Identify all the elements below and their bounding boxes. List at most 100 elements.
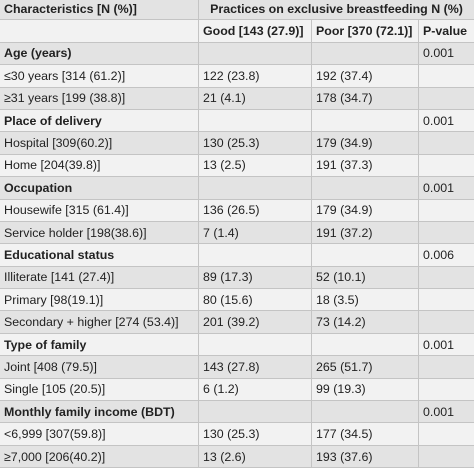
row-label: <6,999 [307(59.8)] xyxy=(0,422,199,446)
pvalue-cell xyxy=(418,444,474,469)
good-cell: 7 (1.4) xyxy=(198,220,312,245)
row-label: Occupation xyxy=(0,176,199,200)
poor-cell xyxy=(311,243,419,267)
poor-cell: 18 (3.5) xyxy=(311,288,419,312)
pvalue-cell: 0.001 xyxy=(418,400,474,424)
good-cell xyxy=(198,41,312,66)
table-row: Service holder [198(38.6)] 7 (1.4) 191 (37… xyxy=(0,220,474,245)
row-label: Monthly family income (BDT) xyxy=(0,400,199,424)
table-row: Secondary + higher [274 (53.4)] 201 (39.2… xyxy=(0,310,474,334)
table-row: ≤30 years [314 (61.2)] 122 (23.8) 192 (37.… xyxy=(0,64,474,88)
section-row: Place of delivery 0.001 xyxy=(0,108,474,133)
table-row: Home [204(39.8)] 13 (2.5) 191 (37.3) xyxy=(0,153,474,178)
poor-cell: 191 (37.3) xyxy=(311,153,419,178)
poor-cell: 179 (34.9) xyxy=(311,198,419,222)
good-cell: 13 (2.6) xyxy=(198,444,312,469)
section-row: Monthly family income (BDT) 0.001 xyxy=(0,400,474,424)
good-cell xyxy=(198,108,312,133)
row-label: Secondary + higher [274 (53.4)] xyxy=(0,310,199,334)
pvalue-cell xyxy=(418,220,474,245)
pvalue-cell xyxy=(418,355,474,379)
good-cell: 89 (17.3) xyxy=(198,265,312,290)
good-cell xyxy=(198,176,312,200)
poor-cell: 178 (34.7) xyxy=(311,86,419,110)
good-cell xyxy=(198,400,312,424)
row-label: Housewife [315 (61.4)] xyxy=(0,198,199,222)
pvalue-cell xyxy=(418,377,474,402)
row-label: Joint [408 (79.5)] xyxy=(0,355,199,379)
pvalue-cell xyxy=(418,288,474,312)
header-poor: Poor [370 (72.1)] xyxy=(311,19,419,43)
table-row: Primary [98(19.1)] 80 (15.6) 18 (3.5) xyxy=(0,288,474,312)
table-header-row-1: Characteristics [N (%)] Practices on exc… xyxy=(0,0,474,21)
row-label: Service holder [198(38.6)] xyxy=(0,220,199,245)
pvalue-cell xyxy=(418,131,474,155)
row-label: ≥31 years [199 (38.8)] xyxy=(0,86,199,110)
table-row: Joint [408 (79.5)] 143 (27.8) 265 (51.7) xyxy=(0,355,474,379)
good-cell xyxy=(198,243,312,267)
good-cell: 21 (4.1) xyxy=(198,86,312,110)
section-row: Occupation 0.001 xyxy=(0,176,474,200)
table-row: Illiterate [141 (27.4)] 89 (17.3) 52 (10.1… xyxy=(0,265,474,290)
table-row: <6,999 [307(59.8)] 130 (25.3) 177 (34.5) xyxy=(0,422,474,446)
poor-cell: 179 (34.9) xyxy=(311,131,419,155)
pvalue-cell xyxy=(418,86,474,110)
poor-cell xyxy=(311,176,419,200)
section-row: Type of family 0.001 xyxy=(0,332,474,357)
poor-cell: 191 (37.2) xyxy=(311,220,419,245)
row-label: Place of delivery xyxy=(0,108,199,133)
poor-cell: 73 (14.2) xyxy=(311,310,419,334)
table-header-row-2: Good [143 (27.9)] Poor [370 (72.1)] P-va… xyxy=(0,19,474,43)
poor-cell: 99 (19.3) xyxy=(311,377,419,402)
good-cell: 122 (23.8) xyxy=(198,64,312,88)
poor-cell: 192 (37.4) xyxy=(311,64,419,88)
pvalue-cell xyxy=(418,310,474,334)
pvalue-cell xyxy=(418,265,474,290)
section-row: Educational status 0.006 xyxy=(0,243,474,267)
table-row: Housewife [315 (61.4)] 136 (26.5) 179 (34.… xyxy=(0,198,474,222)
poor-cell xyxy=(311,41,419,66)
pvalue-cell: 0.006 xyxy=(418,243,474,267)
poor-cell: 52 (10.1) xyxy=(311,265,419,290)
poor-cell xyxy=(311,400,419,424)
good-cell: 201 (39.2) xyxy=(198,310,312,334)
row-label: Hospital [309(60.2)] xyxy=(0,131,199,155)
pvalue-cell xyxy=(418,153,474,178)
good-cell: 13 (2.5) xyxy=(198,153,312,178)
row-label: Type of family xyxy=(0,332,199,357)
good-cell: 130 (25.3) xyxy=(198,422,312,446)
row-label: Illiterate [141 (27.4)] xyxy=(0,265,199,290)
header-practices: Practices on exclusive breastfeeding N (… xyxy=(198,0,474,21)
good-cell: 130 (25.3) xyxy=(198,131,312,155)
table-row: ≥31 years [199 (38.8)] 21 (4.1) 178 (34.7) xyxy=(0,86,474,110)
pvalue-cell: 0.001 xyxy=(418,176,474,200)
pvalue-cell: 0.001 xyxy=(418,332,474,357)
row-label: ≥7,000 [206(40.2)] xyxy=(0,444,199,469)
pvalue-cell xyxy=(418,422,474,446)
good-cell xyxy=(198,332,312,357)
row-label: Home [204(39.8)] xyxy=(0,153,199,178)
header-characteristics: Characteristics [N (%)] xyxy=(0,0,199,21)
section-row: Age (years) 0.001 xyxy=(0,41,474,66)
poor-cell: 193 (37.6) xyxy=(311,444,419,469)
pvalue-cell: 0.001 xyxy=(418,41,474,66)
poor-cell: 265 (51.7) xyxy=(311,355,419,379)
header-pvalue: P-value xyxy=(418,19,474,43)
poor-cell xyxy=(311,332,419,357)
good-cell: 6 (1.2) xyxy=(198,377,312,402)
pvalue-cell xyxy=(418,64,474,88)
row-label: Single [105 (20.5)] xyxy=(0,377,199,402)
pvalue-cell xyxy=(418,198,474,222)
row-label: Age (years) xyxy=(0,41,199,66)
poor-cell: 177 (34.5) xyxy=(311,422,419,446)
row-label: ≤30 years [314 (61.2)] xyxy=(0,64,199,88)
pvalue-cell: 0.001 xyxy=(418,108,474,133)
good-cell: 136 (26.5) xyxy=(198,198,312,222)
poor-cell xyxy=(311,108,419,133)
table-row: Single [105 (20.5)] 6 (1.2) 99 (19.3) xyxy=(0,377,474,402)
good-cell: 80 (15.6) xyxy=(198,288,312,312)
good-cell: 143 (27.8) xyxy=(198,355,312,379)
row-label: Primary [98(19.1)] xyxy=(0,288,199,312)
header-good: Good [143 (27.9)] xyxy=(198,19,312,43)
